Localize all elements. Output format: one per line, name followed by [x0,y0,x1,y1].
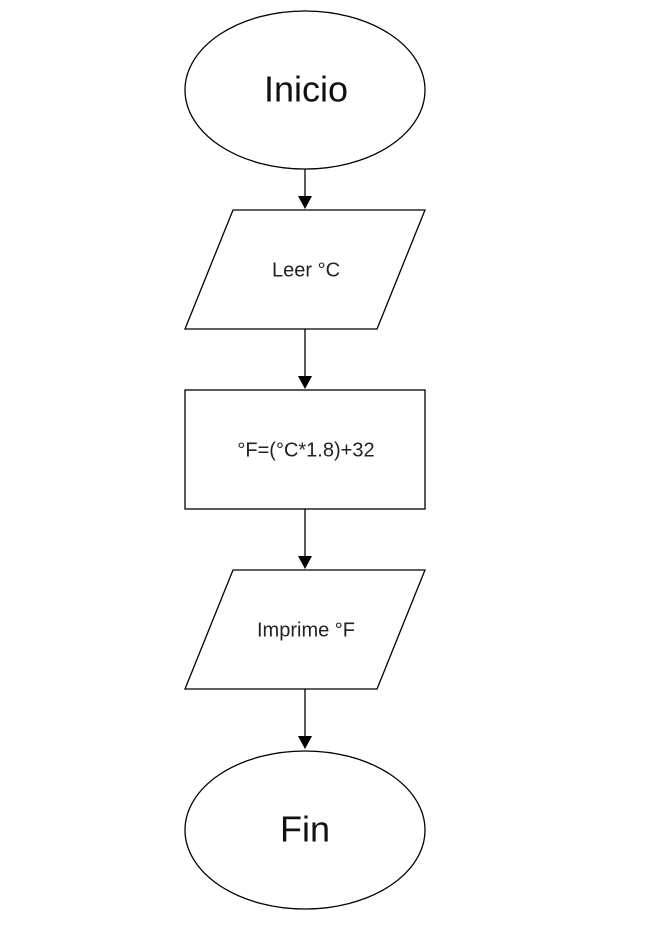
arrowhead [298,376,312,389]
node-process: °F=(°C*1.8)+32 [184,389,426,510]
node-read: Leer °C [184,209,426,330]
edge-process-to-print [298,509,312,569]
read-parallelogram [184,209,426,330]
node-print: Imprime °F [184,569,426,690]
arrowhead [298,736,312,749]
process-label: °F=(°C*1.8)+32 [237,439,374,461]
process-rectangle [184,389,426,510]
print-label: Imprime °F [257,619,355,641]
edge-start-to-read [298,169,312,209]
edge-read-to-process [298,329,312,389]
start-label: Inicio [264,69,348,110]
arrowhead [298,196,312,209]
node-start: Inicio [184,10,426,170]
arrowhead [298,556,312,569]
node-end: Fin [184,750,426,910]
read-label: Leer °C [272,259,340,281]
end-label: Fin [280,809,330,850]
end-ellipse [184,750,426,910]
edge-print-to-end [298,689,312,749]
print-parallelogram [184,569,426,690]
